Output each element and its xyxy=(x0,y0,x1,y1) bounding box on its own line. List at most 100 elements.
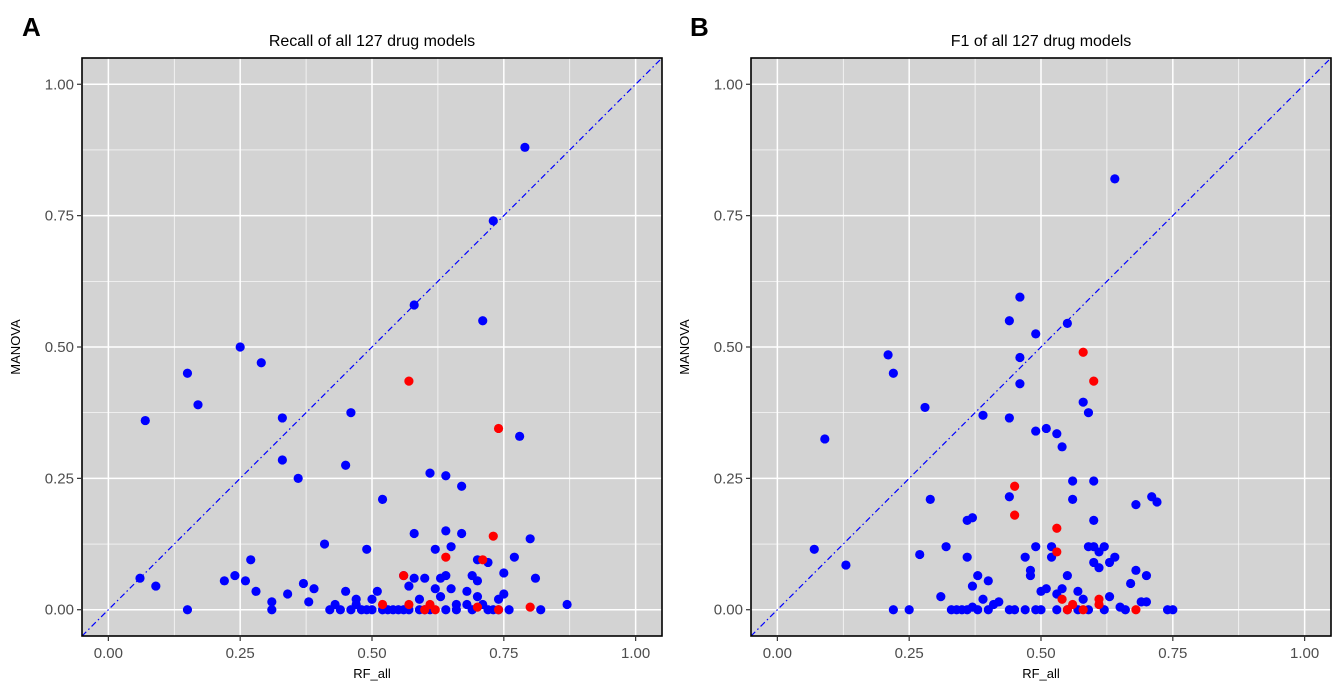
data-point-blue xyxy=(478,316,488,326)
data-point-blue xyxy=(151,581,161,591)
data-point-blue xyxy=(409,528,419,539)
data-point-blue xyxy=(425,468,435,478)
data-point-blue xyxy=(1168,605,1178,615)
data-point-blue xyxy=(967,581,978,591)
data-point-blue xyxy=(446,542,456,552)
data-point-blue xyxy=(1126,578,1136,589)
data-point-blue xyxy=(462,586,472,596)
data-point-blue xyxy=(888,368,898,378)
data-point-blue xyxy=(820,434,830,444)
data-point-blue xyxy=(420,573,430,583)
y-axis-label: MANOVA xyxy=(677,319,692,375)
data-point-blue xyxy=(1036,605,1046,615)
data-point-blue xyxy=(346,408,356,418)
data-point-red xyxy=(1052,523,1062,533)
data-point-blue xyxy=(915,549,925,560)
data-point-blue xyxy=(404,581,414,591)
x-tick-label: 0.75 xyxy=(489,645,518,662)
data-point-blue xyxy=(841,560,851,570)
data-point-blue xyxy=(1078,397,1088,407)
data-point-red xyxy=(1057,594,1067,604)
data-point-blue xyxy=(1141,597,1152,607)
data-point-blue xyxy=(441,471,451,481)
data-point-red xyxy=(1010,481,1020,491)
data-point-blue xyxy=(1141,570,1152,581)
data-point-red xyxy=(1010,510,1020,520)
data-point-blue xyxy=(182,368,193,378)
diagonal-reference-line xyxy=(750,57,1332,637)
data-point-blue xyxy=(994,597,1004,607)
data-point-blue xyxy=(973,570,983,581)
data-point-red xyxy=(399,570,409,581)
data-point-red xyxy=(493,605,504,615)
data-point-blue xyxy=(967,513,978,523)
data-point-red xyxy=(1131,605,1141,615)
data-point-blue xyxy=(925,494,935,504)
data-point-blue xyxy=(1041,423,1051,434)
data-point-blue xyxy=(256,358,266,368)
chart-title: F1 of all 127 drug models xyxy=(951,33,1132,50)
data-point-blue xyxy=(936,591,946,602)
data-point-blue xyxy=(515,431,525,441)
data-point-blue xyxy=(251,586,261,596)
data-point-blue xyxy=(1020,605,1030,615)
data-point-red xyxy=(1068,599,1078,610)
data-point-blue xyxy=(1104,591,1115,602)
data-point-blue xyxy=(293,473,303,483)
data-point-blue xyxy=(319,539,330,549)
data-point-blue xyxy=(1073,586,1083,596)
data-point-blue xyxy=(230,570,240,581)
y-tick-label: 0.25 xyxy=(45,470,74,487)
x-tick-label: 1.00 xyxy=(621,645,650,662)
y-tick-label: 1.00 xyxy=(45,76,74,93)
data-point-blue xyxy=(1099,542,1109,552)
data-point-blue xyxy=(277,413,287,423)
data-point-blue xyxy=(304,597,314,607)
data-point-blue xyxy=(409,300,419,310)
data-point-blue xyxy=(193,400,203,410)
data-point-blue xyxy=(562,599,572,610)
data-point-blue xyxy=(525,534,535,544)
data-point-blue xyxy=(341,460,351,470)
x-tick-label: 0.00 xyxy=(763,645,792,662)
y-tick-label: 0.50 xyxy=(45,339,74,356)
data-point-blue xyxy=(520,142,530,152)
data-point-blue xyxy=(530,573,541,583)
data-point-red xyxy=(441,552,451,562)
data-point-blue xyxy=(536,605,546,615)
data-point-red xyxy=(1078,347,1088,357)
data-point-blue xyxy=(1094,563,1104,573)
data-point-blue xyxy=(904,605,914,615)
data-point-blue xyxy=(377,494,388,504)
y-tick-label: 0.00 xyxy=(714,602,743,619)
data-point-blue xyxy=(978,410,988,420)
y-tick-label: 1.00 xyxy=(714,76,743,93)
x-tick-label: 0.25 xyxy=(226,645,255,662)
data-point-blue xyxy=(809,544,819,554)
data-point-red xyxy=(493,423,504,434)
data-point-blue xyxy=(1020,552,1030,562)
data-point-blue xyxy=(446,584,456,594)
data-point-blue xyxy=(451,605,461,615)
data-point-blue xyxy=(1057,442,1067,452)
data-point-red xyxy=(472,602,483,612)
data-point-blue xyxy=(341,586,351,596)
data-point-red xyxy=(525,602,535,612)
data-point-blue xyxy=(1041,584,1051,594)
data-point-blue xyxy=(457,481,467,491)
data-point-blue xyxy=(1110,552,1120,562)
data-point-blue xyxy=(1010,605,1020,615)
data-point-blue xyxy=(1031,542,1041,552)
data-point-blue xyxy=(973,605,983,615)
data-point-blue xyxy=(472,576,483,586)
y-axis-label: MANOVA xyxy=(8,319,23,375)
data-point-blue xyxy=(1062,318,1072,328)
data-point-blue xyxy=(1110,174,1120,184)
data-point-blue xyxy=(504,605,514,615)
data-point-blue xyxy=(1052,429,1062,439)
x-axis-label: RF_all xyxy=(1022,666,1060,681)
data-point-red xyxy=(404,599,414,610)
data-point-blue xyxy=(978,594,988,604)
data-point-red xyxy=(1078,605,1088,615)
